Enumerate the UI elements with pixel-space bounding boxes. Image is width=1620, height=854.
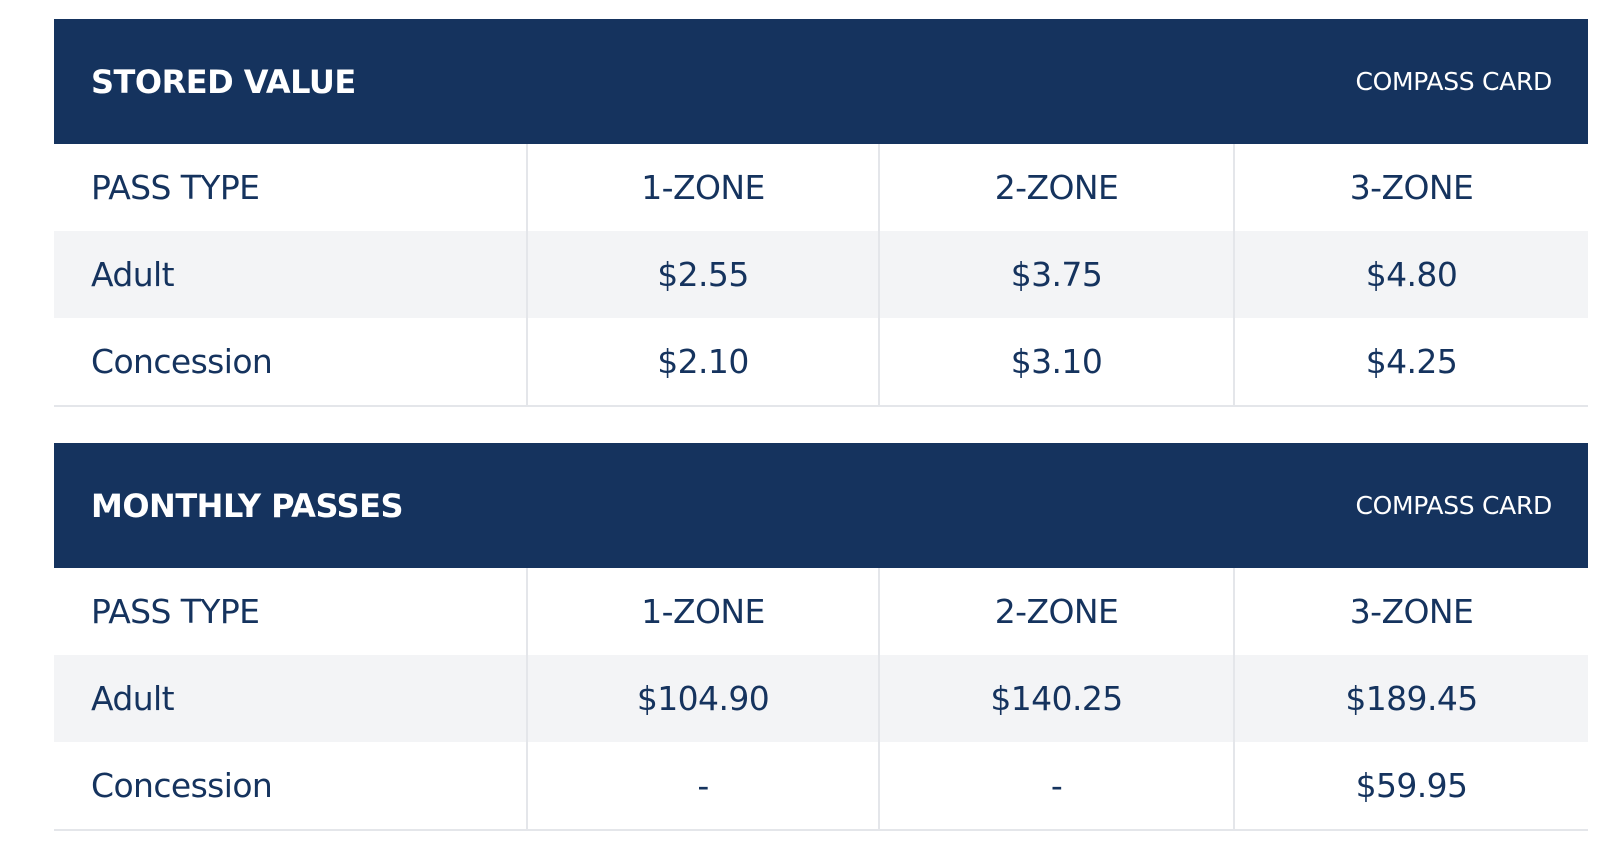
monthly-passes-table: MONTHLY PASSES COMPASS CARD PASS TYPE 1-… — [54, 443, 1588, 831]
column-header-3-zone: 3-ZONE — [1233, 568, 1588, 655]
fare-cell: $4.25 — [1233, 318, 1588, 407]
compass-card-label: COMPASS CARD — [1355, 67, 1552, 96]
column-header-1-zone: 1-ZONE — [526, 144, 879, 231]
column-header-pass-type: PASS TYPE — [91, 592, 260, 631]
compass-card-label: COMPASS CARD — [1355, 491, 1552, 520]
row-label: Adult — [54, 655, 527, 742]
row-label: Concession — [54, 742, 527, 831]
stored-value-table: STORED VALUE COMPASS CARD PASS TYPE 1-ZO… — [54, 19, 1588, 407]
table-title: STORED VALUE — [91, 62, 356, 101]
column-header-1-zone: 1-ZONE — [526, 568, 879, 655]
fare-grid: PASS TYPE 1-ZONE 2-ZONE 3-ZONE Adult $10… — [54, 568, 1588, 831]
fare-cell: $2.55 — [526, 231, 879, 318]
table-row: Adult $2.55 $3.75 $4.80 — [54, 231, 1588, 318]
column-header-2-zone: 2-ZONE — [878, 568, 1234, 655]
column-header-row: PASS TYPE 1-ZONE 2-ZONE 3-ZONE — [54, 568, 1588, 655]
table-title: MONTHLY PASSES — [91, 486, 404, 525]
fare-cell: $3.10 — [878, 318, 1234, 407]
fare-cell: $104.90 — [526, 655, 879, 742]
fare-grid: PASS TYPE 1-ZONE 2-ZONE 3-ZONE Adult $2.… — [54, 144, 1588, 407]
column-header-pass-type: PASS TYPE — [91, 168, 260, 207]
table-row: Adult $104.90 $140.25 $189.45 — [54, 655, 1588, 742]
fare-cell: $4.80 — [1233, 231, 1588, 318]
fare-cell: $189.45 — [1233, 655, 1588, 742]
fare-cell: - — [878, 742, 1234, 831]
row-label: Concession — [54, 318, 527, 407]
fare-cell: $2.10 — [526, 318, 879, 407]
fare-cell: $3.75 — [878, 231, 1234, 318]
column-header-2-zone: 2-ZONE — [878, 144, 1234, 231]
fare-cell: - — [526, 742, 879, 831]
fare-cell: $140.25 — [878, 655, 1234, 742]
fare-cell: $59.95 — [1233, 742, 1588, 831]
table-row: Concession - - $59.95 — [54, 742, 1588, 831]
table-row: Concession $2.10 $3.10 $4.25 — [54, 318, 1588, 407]
column-header-3-zone: 3-ZONE — [1233, 144, 1588, 231]
table-header: MONTHLY PASSES COMPASS CARD — [54, 443, 1588, 568]
column-header-row: PASS TYPE 1-ZONE 2-ZONE 3-ZONE — [54, 144, 1588, 231]
table-header: STORED VALUE COMPASS CARD — [54, 19, 1588, 144]
row-label: Adult — [54, 231, 527, 318]
